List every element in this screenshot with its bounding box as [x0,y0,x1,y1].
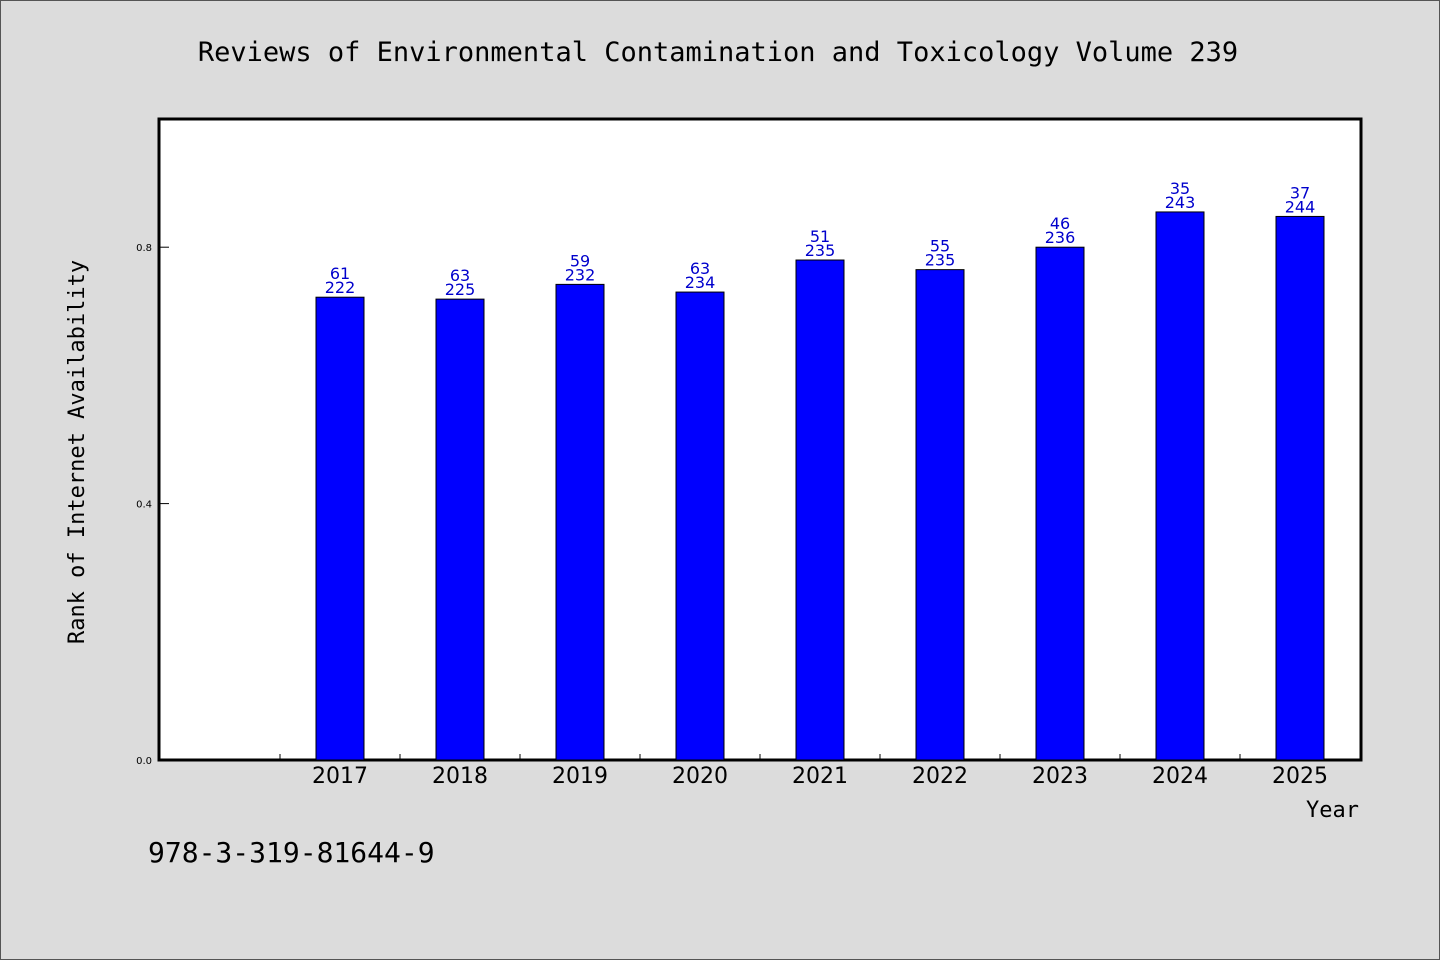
isbn-label: 978-3-319-81644-9 [148,836,435,869]
data-label-bottom: 243 [1165,193,1196,212]
x-tick-label: 2022 [912,764,968,789]
data-label-bottom: 235 [805,241,836,260]
bar-2021 [795,259,845,761]
data-label-top: 37 [1290,183,1310,202]
x-axis-ticks: 2017 2018 2019 2020 2021 2022 2023 2024 2025 [279,754,1361,789]
y-tick-label: 0.4 [136,500,152,511]
bar-2017 [315,296,365,761]
bar-2022 [915,269,965,761]
x-tick-label: 2024 [1152,764,1208,789]
data-label-top: 55 [930,237,950,256]
data-label-bottom: 232 [565,265,596,284]
bars [315,211,1325,761]
bar-2023 [1035,246,1085,761]
y-tick-label: 0.8 [136,243,152,254]
data-label-bottom: 244 [1285,197,1316,216]
data-label-bottom: 225 [445,280,476,299]
data-label-top: 63 [450,266,470,285]
bar-2024 [1155,211,1205,761]
bar-2019 [555,283,605,761]
x-tick-label: 2021 [792,764,848,789]
bar-2025 [1275,215,1325,761]
chart-title: Reviews of Environmental Contamination a… [198,37,1238,68]
bar-2020 [675,291,725,761]
x-tick-label: 2019 [552,764,608,789]
bar-2018 [435,298,485,761]
data-label-top: 63 [690,259,710,278]
data-label-bottom: 222 [325,278,356,297]
x-axis-label: Year [1306,798,1359,823]
x-tick-label: 2025 [1272,764,1328,789]
x-tick-label: 2020 [672,764,728,789]
x-tick-label: 2017 [312,764,368,789]
y-tick-label: 0.0 [136,756,152,767]
data-label-top: 35 [1170,179,1190,198]
data-label-top: 61 [330,264,350,283]
data-label-bottom: 234 [685,273,716,292]
data-label-top: 59 [570,251,590,270]
data-label-bottom: 236 [1045,228,1076,247]
x-tick-label: 2018 [432,764,488,789]
data-label-bottom: 235 [925,251,956,270]
data-label-top: 51 [810,227,830,246]
data-label-top: 46 [1050,214,1070,233]
x-tick-label: 2023 [1032,764,1088,789]
y-axis-label: Rank of Internet Availability [65,260,90,644]
y-axis-ticks: 0.0 0.4 0.8 [136,243,169,767]
